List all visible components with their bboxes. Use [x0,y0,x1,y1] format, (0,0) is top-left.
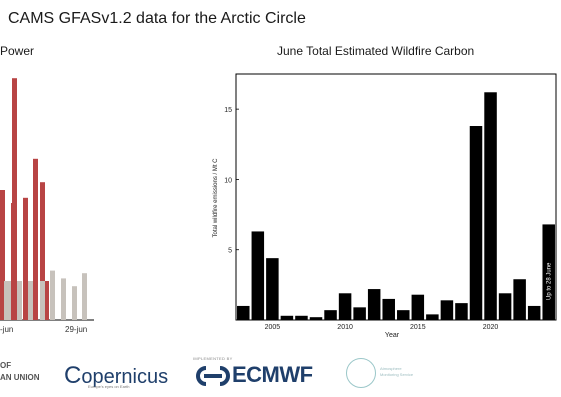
left-bar-red [0,190,5,320]
bar [513,279,526,320]
bar [397,310,410,320]
bar [382,298,395,320]
bar [498,293,512,320]
page-title: CAMS GFASv1.2 data for the Arctic Circle [8,10,306,27]
bar-annotation: Up to 28 June [547,262,553,300]
left-bar-grey [82,273,87,320]
bar [469,126,483,320]
bar [367,289,381,320]
x-axis-label: Year [385,332,400,339]
left-bar-red [33,158,38,320]
bar [324,310,337,320]
atmosphere-service-logo-text: Atmosphere Monitoring Service [380,366,413,378]
left-bar-grey [61,278,66,320]
eu-logo-text: OF AN UNION [0,360,40,384]
x-tick-label: 2005 [265,324,281,331]
left-bar-grey [28,281,33,320]
bar [440,300,454,320]
left-bar-red [23,197,28,320]
left-bar-red [12,78,17,320]
bar [251,231,265,320]
bar [295,315,308,320]
left-bar-red [40,182,45,320]
x-tick-label: 2015 [410,324,426,331]
implemented-by-label: IMPLEMENTED BY [193,356,233,361]
copernicus-logo-c: C [64,362,82,389]
eu-line-2: AN UNION [0,373,40,382]
bar [309,317,323,320]
right-chart: Total wildfire emissions / Mt C Year 5 10… [213,73,557,339]
bar [484,92,497,320]
x-tick-label: 2020 [483,324,499,331]
bar [280,315,294,320]
left-xtick-label: 29-jun [65,325,87,334]
plot-frame [235,73,557,321]
bar [527,305,541,320]
x-tick-label: 2010 [337,324,353,331]
left-bar-grey [72,286,77,320]
y-axis-label: Total wildfire emissions / Mt C [213,158,219,238]
atm-line-1: Atmosphere [380,366,402,371]
left-bar-grey [40,281,45,320]
left-xtick-label: -jun [0,325,13,334]
bar [542,224,555,320]
bar [353,307,366,320]
left-bar-red [44,281,49,320]
left-bar-grey [50,270,55,320]
bar [426,314,439,320]
ecmwf-symbol-icon [196,366,230,386]
left-chart-title: Power [0,44,35,58]
bar [411,294,425,320]
left-bar-grey [6,281,11,320]
ecmwf-logo-text: ECMWF [232,362,313,387]
copernicus-logo-text: opernicus [81,366,169,388]
eu-line-1: OF [0,361,12,370]
right-chart-title: June Total Estimated Wildfire Carbon [277,44,475,58]
bar [455,303,468,320]
bar [266,258,279,320]
atmosphere-service-logo-icon [346,358,376,388]
copernicus-tagline: Europe's eyes on Earth [88,384,130,389]
y-tick-label: 15 [224,107,232,114]
bar [237,305,250,320]
left-chart: -jun 29-jun [0,78,94,334]
left-bar-grey [17,281,22,320]
ecmwf-logo: ECMWF [232,362,313,388]
copernicus-logo: Copernicus [64,362,168,390]
atm-line-2: Monitoring Service [380,372,414,377]
y-tick-label: 5 [228,248,232,255]
bar [338,293,352,320]
y-tick-label: 10 [224,177,232,184]
